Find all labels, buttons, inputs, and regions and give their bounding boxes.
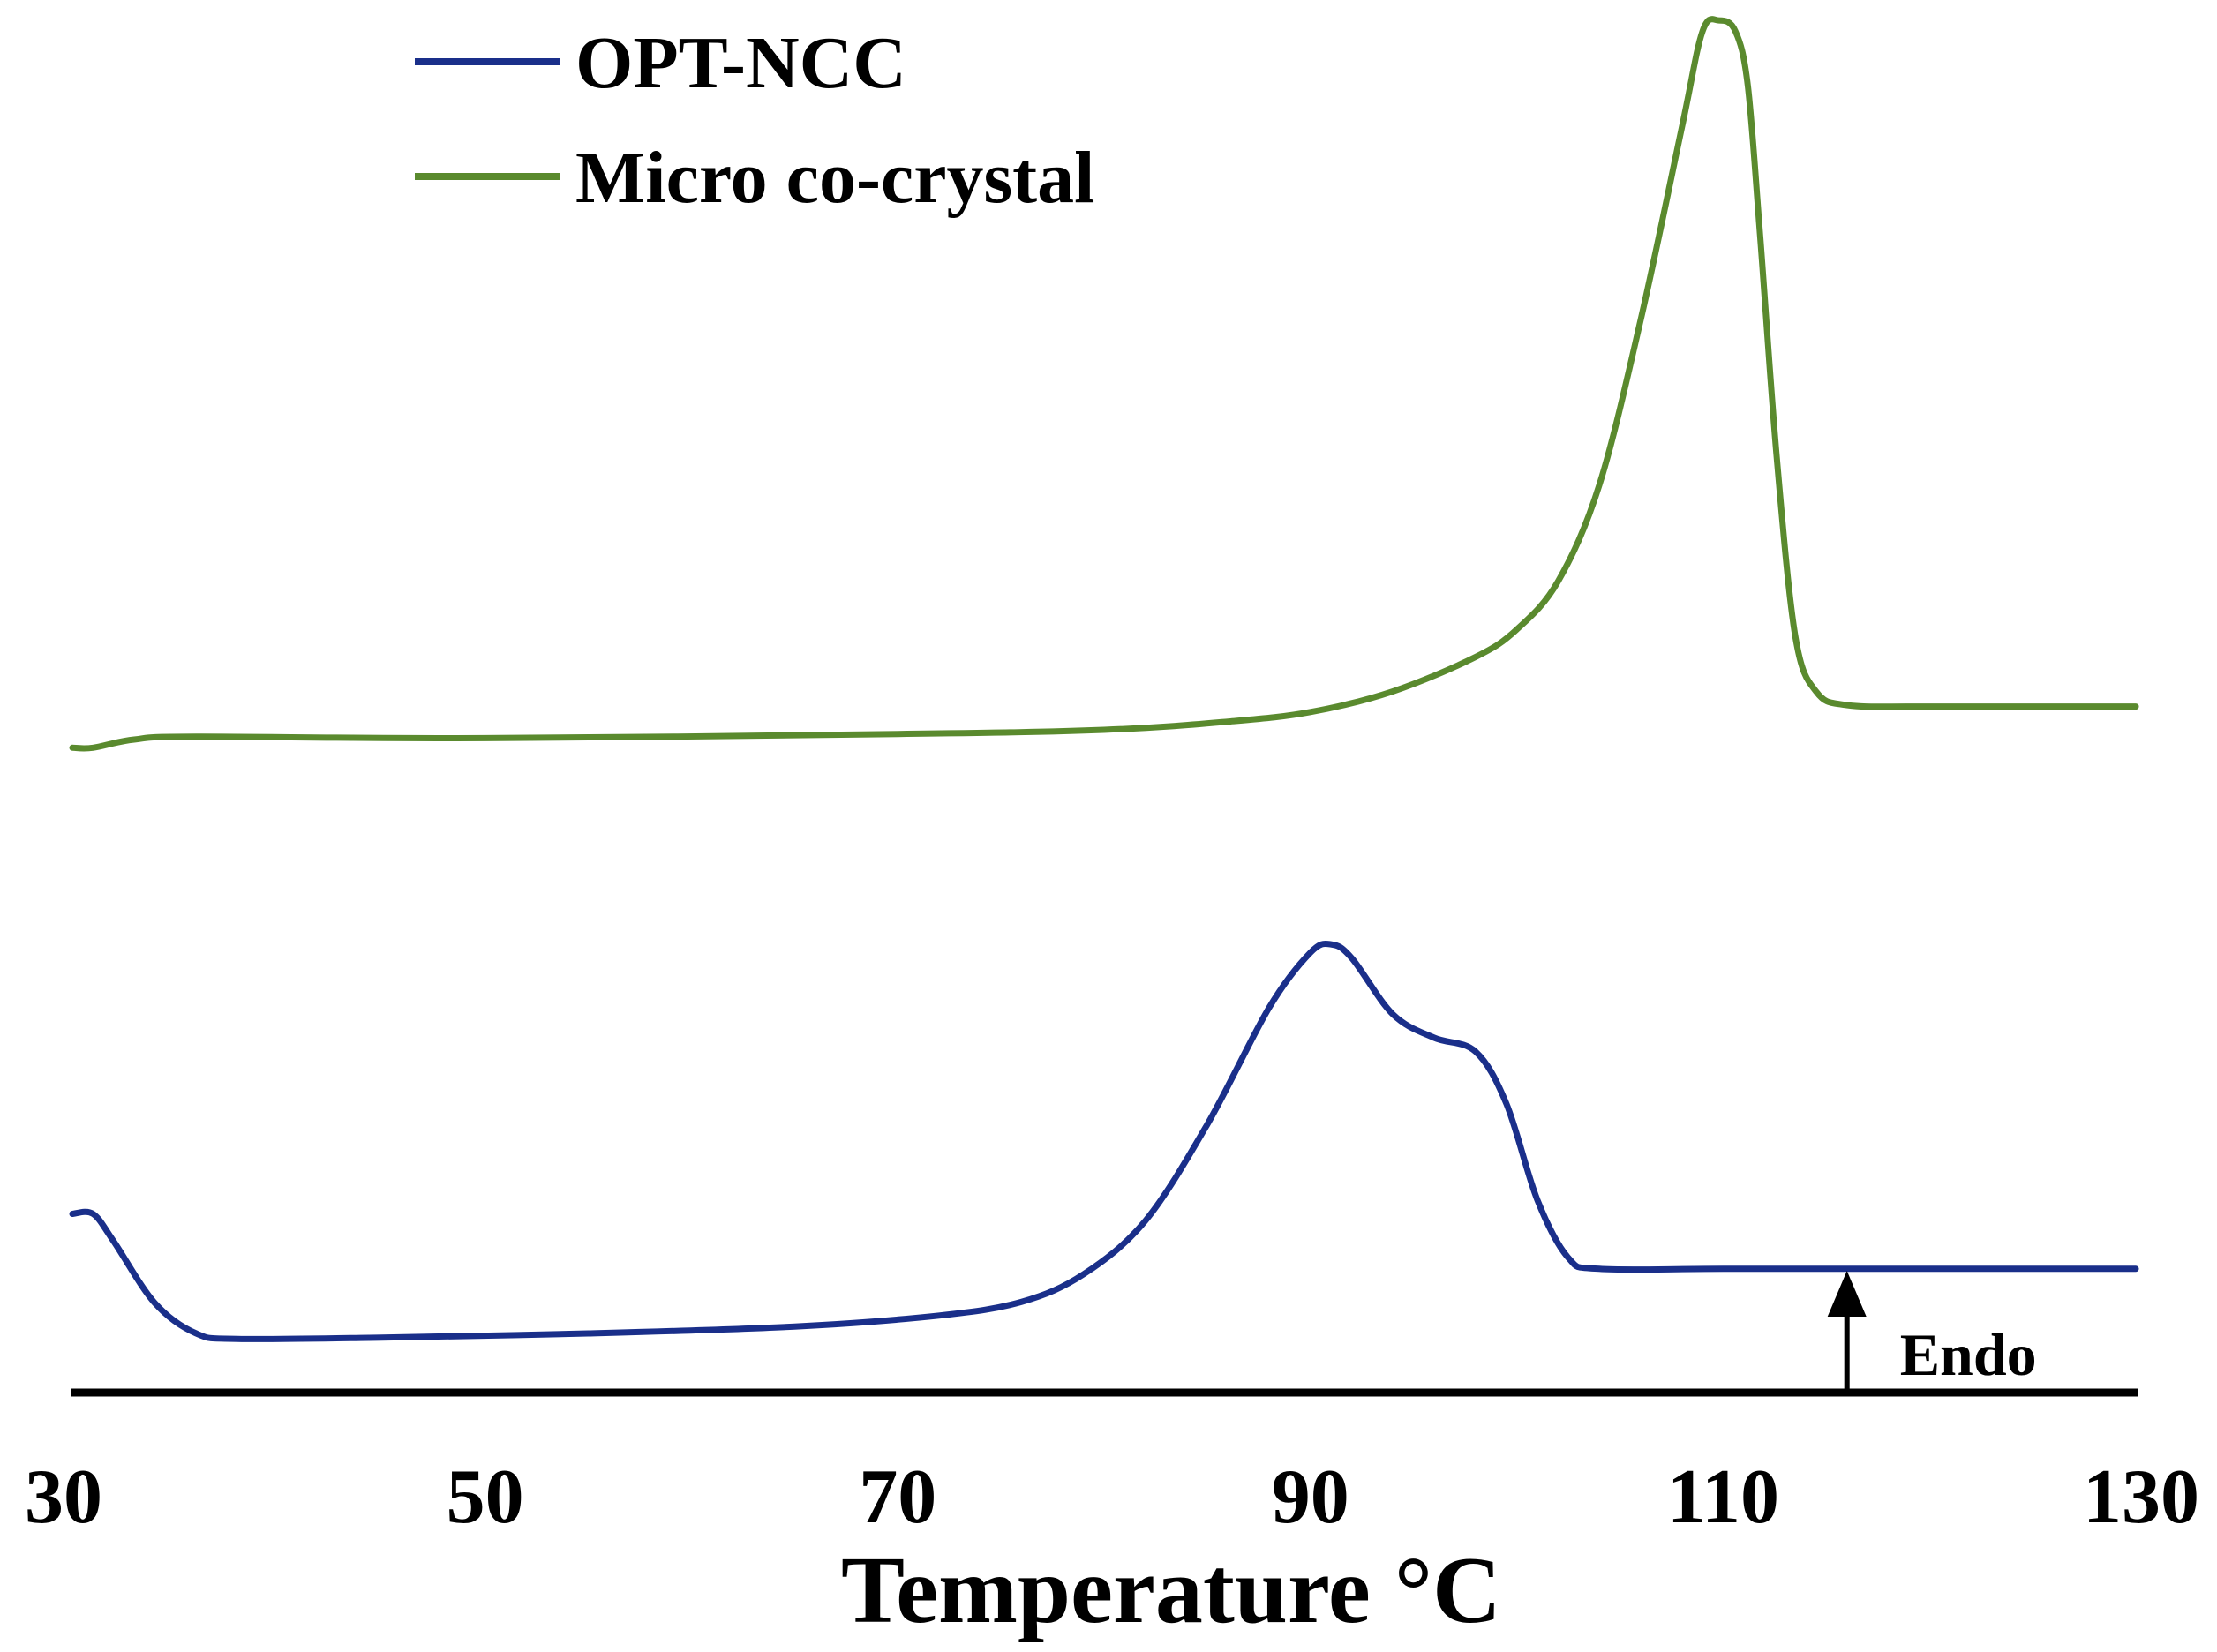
legend: OPT-NCC Micro co-crystal [415, 22, 1095, 219]
x-tick-label-70: 70 [859, 1454, 936, 1540]
endo-label: Endo [1900, 1321, 2037, 1388]
x-tick-label-110: 110 [1667, 1454, 1779, 1540]
x-tick-label-30: 30 [25, 1454, 102, 1540]
endo-annotation: Endo [1827, 1271, 2037, 1390]
endo-arrow-up-icon [1827, 1271, 1867, 1317]
x-axis-title: Temperature °C [841, 1538, 1501, 1643]
series-layer [69, 16, 2139, 1342]
x-tick-labels: 30 50 70 90 110 130 [25, 1454, 2199, 1540]
legend-label-opt-ncc: OPT-NCC [575, 22, 906, 104]
series-line-micro-co-crystal [69, 16, 2139, 752]
x-tick-label-50: 50 [447, 1454, 524, 1540]
series-line-opt-ncc [69, 940, 2139, 1342]
x-tick-label-90: 90 [1272, 1454, 1349, 1540]
legend-label-micro-co-crystal: Micro co-crystal [575, 137, 1095, 219]
x-tick-label-130: 130 [2083, 1454, 2199, 1540]
